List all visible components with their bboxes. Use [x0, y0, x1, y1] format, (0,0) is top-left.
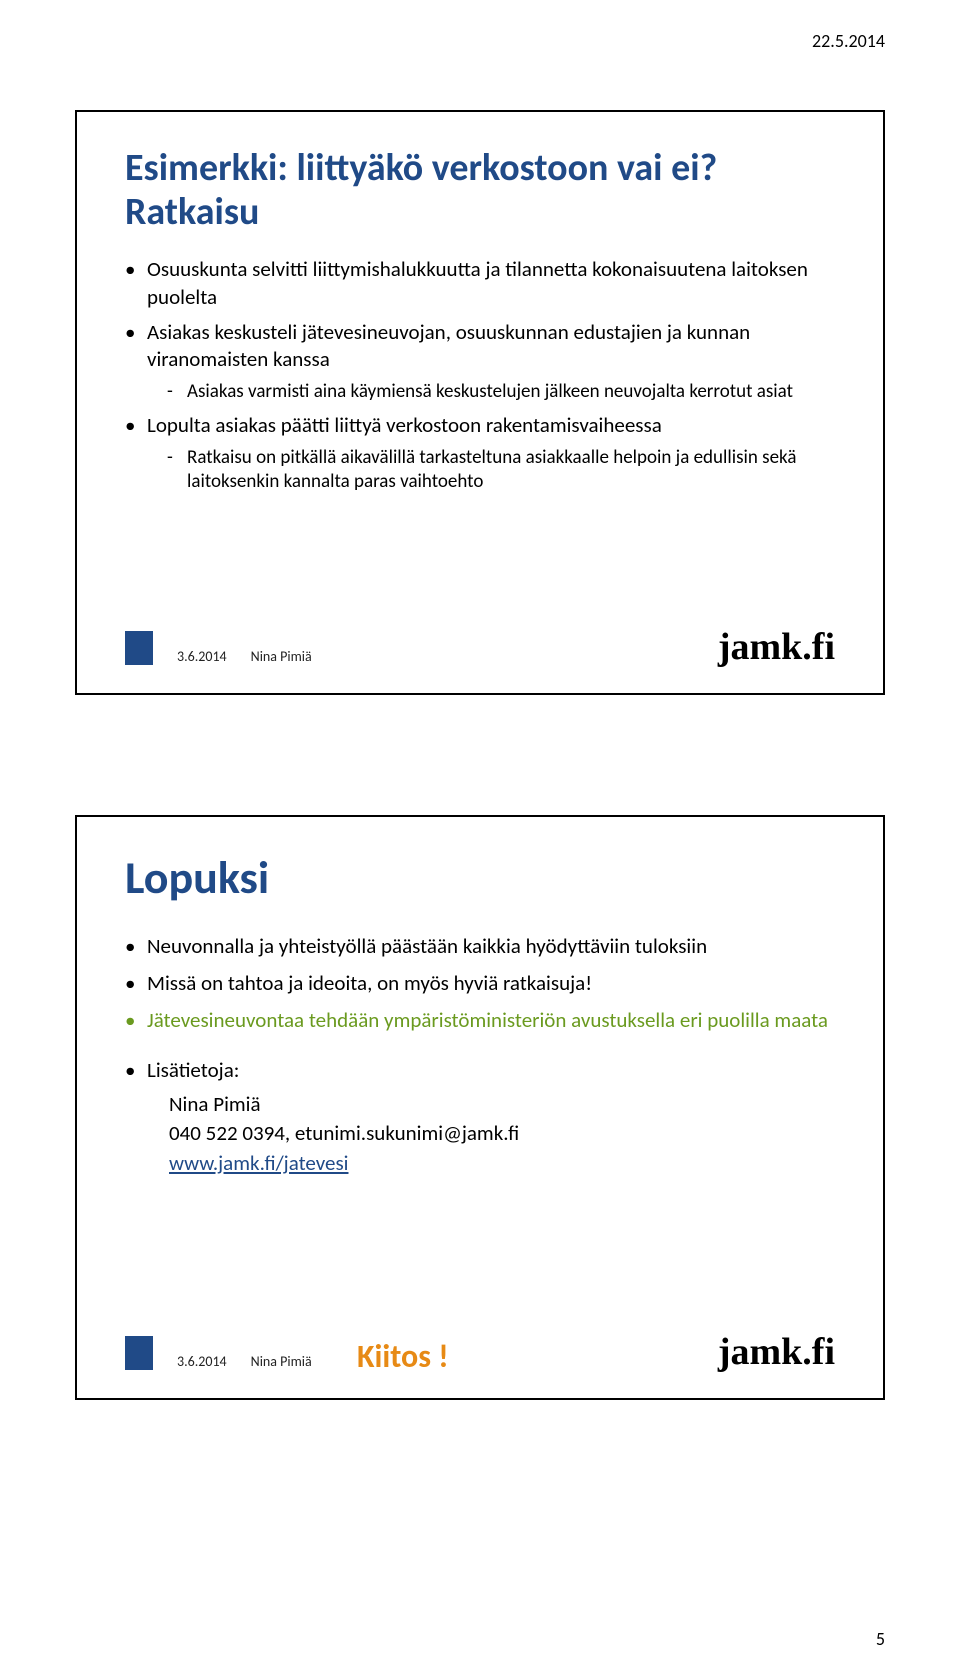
list-item: Jätevesineuvontaa tehdään ympäristöminis…: [125, 1007, 835, 1034]
list-item: Ratkaisu on pitkällä aikavälillä tarkast…: [147, 446, 835, 495]
slide1-footer: 3.6.2014 Nina Pimiä: [125, 631, 312, 665]
contact-link[interactable]: www.jamk.fi/jatevesi: [169, 1150, 348, 1176]
footer-date: 3.6.2014: [177, 1353, 227, 1370]
slide2-list-a: Neuvonnalla ja yhteistyöllä päästään kai…: [125, 933, 835, 1035]
footer-author: Nina Pimiä: [251, 648, 312, 665]
brand-block-icon: [125, 631, 153, 665]
list-item: Neuvonnalla ja yhteistyöllä päästään kai…: [125, 933, 835, 960]
list-item: Osuuskunta selvitti liittymishalukkuutta…: [125, 256, 835, 311]
page-number: 5: [876, 1628, 885, 1650]
list-item-text: Asiakas keskusteli jätevesineuvojan, osu…: [147, 319, 750, 372]
slide-2: Lopuksi Neuvonnalla ja yhteistyöllä pääs…: [75, 815, 885, 1400]
slide-1: Esimerkki: liittyäkö verkostoon vai ei? …: [75, 110, 885, 695]
slide2-title: Lopuksi: [125, 852, 835, 905]
footer-date: 3.6.2014: [177, 648, 227, 665]
jamk-logo: jamk.fi: [718, 625, 835, 669]
slide1-list: Osuuskunta selvitti liittymishalukkuutta…: [125, 256, 835, 495]
sublist: Ratkaisu on pitkällä aikavälillä tarkast…: [147, 446, 835, 495]
list-item: Asiakas varmisti aina käymiensä keskuste…: [147, 380, 835, 405]
contact-label: Lisätietoja:: [147, 1057, 239, 1083]
list-item: Lopulta asiakas päätti liittyä verkostoo…: [125, 412, 835, 495]
list-item: Asiakas keskusteli jätevesineuvojan, osu…: [125, 319, 835, 404]
footer-author: Nina Pimiä: [251, 1353, 312, 1370]
contact-name: Nina Pimiä: [169, 1090, 835, 1119]
slide2-footer: 3.6.2014 Nina Pimiä: [125, 1336, 312, 1370]
list-item-text: Osuuskunta selvitti liittymishalukkuutta…: [147, 256, 808, 309]
brand-block-icon: [125, 1336, 153, 1370]
jamk-logo: jamk.fi: [718, 1330, 835, 1374]
list-item: Lisätietoja: Nina Pimiä 040 522 0394, et…: [125, 1057, 835, 1178]
header-date: 22.5.2014: [812, 30, 885, 52]
sublist: Asiakas varmisti aina käymiensä keskuste…: [147, 380, 835, 405]
slide1-title: Esimerkki: liittyäkö verkostoon vai ei? …: [125, 147, 835, 234]
contact-phone-email: 040 522 0394, etunimi.sukunimi@jamk.fi: [169, 1119, 835, 1148]
slide2-contact: Lisätietoja: Nina Pimiä 040 522 0394, et…: [125, 1057, 835, 1178]
list-item: Missä on tahtoa ja ideoita, on myös hyvi…: [125, 970, 835, 997]
list-item-text: Lopulta asiakas päätti liittyä verkostoo…: [147, 412, 662, 438]
thanks-text: Kiitos !: [357, 1337, 449, 1376]
